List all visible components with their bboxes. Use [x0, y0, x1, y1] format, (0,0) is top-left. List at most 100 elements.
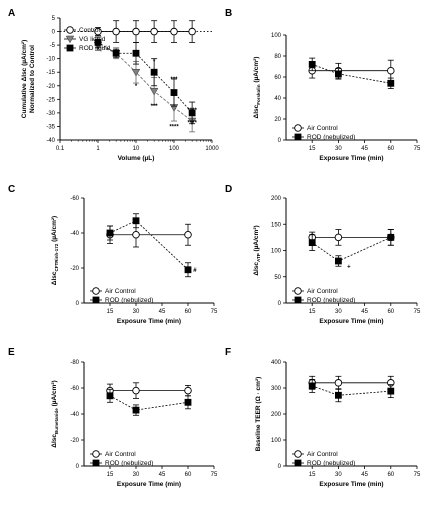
- x-tick-label: 45: [159, 309, 166, 315]
- x-tick-label: 60: [387, 146, 394, 152]
- data-point: [334, 233, 343, 242]
- y-axis-title: Baseline TEER (Ω · cm²): [255, 377, 262, 452]
- x-tick-label: 45: [361, 472, 368, 478]
- y-tick-label: 100: [271, 438, 282, 444]
- y-tick-label: 0: [278, 138, 282, 144]
- x-tick-label: 1: [96, 146, 100, 152]
- y-tick-label: -30: [46, 111, 55, 117]
- data-point: [387, 79, 395, 87]
- legend-label: Air Control: [105, 288, 136, 295]
- y-tick-label: -15: [46, 70, 55, 76]
- legend-marker: [294, 124, 302, 132]
- series-line: [311, 237, 391, 262]
- panel-label: C: [8, 184, 15, 195]
- y-tick-label: 200: [271, 412, 282, 418]
- data-point: [94, 39, 102, 46]
- significance-mark: #: [193, 268, 197, 274]
- data-point: [150, 68, 158, 76]
- panel-c: C 0 -20 -40 -60 15 30 45 60 75 Exposure Time (min)…: [8, 184, 218, 325]
- data-point: [387, 66, 395, 75]
- legend-label: Air Control: [307, 288, 338, 295]
- legend-label: Control: [79, 27, 101, 34]
- x-tick-label: 60: [387, 472, 394, 478]
- panel-b: B 0 20 40 60 80 100 15 30 45 60 75 Exposure Time (mi…: [225, 8, 421, 162]
- legend-label: Air Control: [307, 451, 338, 458]
- panel-label: E: [8, 347, 15, 358]
- x-axis-title: Exposure Time (min): [319, 318, 383, 325]
- x-tick-label: 30: [335, 472, 342, 478]
- data-point: [387, 233, 395, 241]
- y-axis-title: ΔIscATP (µA/cm²): [253, 225, 261, 275]
- data-point: [170, 89, 178, 96]
- significance-mark: ***: [170, 77, 178, 83]
- x-tick-label: 15: [309, 472, 316, 478]
- legend-label: VG liquid: [79, 36, 106, 43]
- legend-label: ROD (nebulized): [105, 297, 153, 304]
- y-tick-label: -20: [70, 266, 79, 272]
- data-point: [184, 230, 192, 239]
- y-tick-label: -40: [46, 138, 55, 144]
- x-tick-label: 100: [169, 146, 180, 152]
- legend: Air Control ROD (nebulized): [292, 287, 355, 304]
- x-axis-title: Exposure Time (min): [117, 481, 181, 488]
- x-tick-label: 0.1: [56, 146, 65, 152]
- y-axis-title: Cumulative ΔIsc (µA/cm²): [21, 40, 28, 119]
- significance-mark: ****: [187, 120, 197, 126]
- y-tick-label: 400: [271, 360, 282, 366]
- data-point: [335, 391, 342, 399]
- y-tick-label: 100: [271, 249, 282, 255]
- data-point: [106, 229, 114, 237]
- y-tick-label: -60: [70, 386, 79, 392]
- data-point: [132, 230, 140, 239]
- legend-marker: [294, 296, 302, 304]
- data-point: [132, 27, 140, 36]
- data-point: [150, 27, 158, 36]
- data-point: [170, 27, 178, 36]
- y-tick-label: -10: [46, 57, 55, 63]
- y-tick-label: -40: [70, 231, 79, 237]
- y-tick-label: -35: [46, 124, 55, 130]
- x-tick-label: 75: [414, 309, 421, 315]
- y-tick-label: -20: [70, 438, 79, 444]
- significance-mark: ****: [187, 108, 197, 114]
- y-tick-label: -20: [46, 84, 55, 90]
- legend-label: ROD (nebulized): [105, 460, 153, 467]
- y-axis-title: ΔIscForskolin (µA/cm²): [253, 57, 261, 119]
- data-point: [387, 387, 395, 395]
- data-point: [132, 406, 140, 414]
- x-tick-label: 30: [335, 309, 342, 315]
- x-axis-title: Exposure Time (min): [319, 481, 383, 488]
- y-tick-label: -40: [70, 412, 79, 418]
- x-tick-label: 30: [133, 309, 140, 315]
- y-tick-label: 40: [274, 96, 281, 102]
- data-point: [335, 70, 342, 78]
- y-tick-label: 60: [274, 75, 281, 81]
- y-tick-label: 20: [274, 117, 281, 123]
- data-point: [184, 398, 192, 406]
- data-point: [188, 109, 196, 117]
- y-axis-title-line2: Normalized to Control: [29, 45, 36, 113]
- legend-marker: [294, 450, 302, 458]
- panel-label: A: [8, 8, 15, 19]
- legend: Air Control ROD (nebulized): [292, 450, 355, 467]
- legend-marker: [294, 287, 302, 295]
- x-tick-label: 15: [107, 472, 114, 478]
- legend-marker: [66, 26, 74, 34]
- x-tick-label: 45: [361, 146, 368, 152]
- legend-label: Air Control: [105, 451, 136, 458]
- x-tick-label: 30: [133, 472, 140, 478]
- x-axis-title: Exposure Time (min): [117, 318, 181, 325]
- series-line: [97, 42, 193, 114]
- y-tick-label: -5: [50, 43, 56, 49]
- data-point: [308, 239, 316, 247]
- legend-label: ROD (nebulized): [307, 460, 355, 467]
- x-tick-label: 75: [211, 309, 218, 315]
- data-point: [335, 257, 342, 265]
- data-point: [184, 386, 192, 395]
- data-point: [131, 68, 141, 77]
- significance-mark: +: [347, 264, 351, 270]
- significance-mark: ****: [169, 124, 179, 130]
- y-axis-title: ΔIscCFTRinh-172 (µA/cm²): [51, 216, 59, 285]
- legend-label: Air Control: [307, 125, 338, 132]
